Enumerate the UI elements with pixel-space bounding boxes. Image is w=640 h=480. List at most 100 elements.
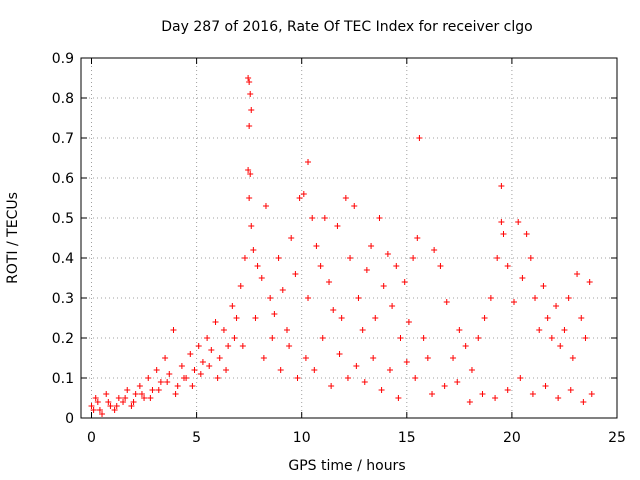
y-axis-label: ROTI / TECUs <box>5 192 21 284</box>
data-point <box>586 279 593 285</box>
data-point <box>164 379 171 385</box>
data-point <box>99 411 106 417</box>
data-point <box>180 375 187 381</box>
data-point <box>347 255 354 261</box>
data-point <box>424 355 431 361</box>
data-point <box>523 231 530 237</box>
data-point <box>494 255 501 261</box>
data-point <box>275 255 282 261</box>
data-point <box>456 327 463 333</box>
data-point <box>355 295 362 301</box>
data-point <box>378 387 385 393</box>
data-point <box>326 279 333 285</box>
data-point <box>292 271 299 277</box>
data-point <box>246 79 253 85</box>
data-point <box>588 391 595 397</box>
data-point <box>321 215 328 221</box>
data-point <box>286 343 293 349</box>
data-point <box>498 219 505 225</box>
data-point <box>115 395 122 401</box>
data-point <box>569 355 576 361</box>
data-point <box>113 403 120 409</box>
data-point <box>443 299 450 305</box>
data-point <box>94 399 101 405</box>
chart-title: Day 287 of 2016, Rate Of TEC Index for r… <box>161 19 532 35</box>
data-point <box>88 403 95 409</box>
data-point <box>492 395 499 401</box>
data-point <box>246 123 253 129</box>
data-point <box>336 351 343 357</box>
data-point <box>519 275 526 281</box>
data-point <box>233 315 240 321</box>
data-point <box>414 235 421 241</box>
data-point <box>288 235 295 241</box>
data-point <box>555 395 562 401</box>
data-point <box>155 387 162 393</box>
x-tick-label: 10 <box>293 430 311 446</box>
x-tick-label: 5 <box>192 430 201 446</box>
data-point <box>260 355 267 361</box>
data-point <box>302 355 309 361</box>
data-point <box>386 367 393 373</box>
data-point <box>96 407 103 413</box>
data-point <box>178 363 185 369</box>
data-point <box>353 363 360 369</box>
data-point <box>206 363 213 369</box>
data-point <box>187 351 194 357</box>
grid-lines <box>81 58 618 418</box>
data-point <box>334 223 341 229</box>
data-point <box>553 303 560 309</box>
data-point <box>517 375 524 381</box>
data-point <box>189 383 196 389</box>
data-point <box>342 195 349 201</box>
data-point <box>372 315 379 321</box>
y-tick-label: 0 <box>65 411 74 427</box>
data-point <box>384 251 391 257</box>
data-point <box>245 167 252 173</box>
data-point <box>410 255 417 261</box>
data-point <box>429 391 436 397</box>
y-tick-label: 0.8 <box>52 91 74 107</box>
data-point <box>578 315 585 321</box>
data-point <box>300 191 307 197</box>
data-point <box>92 395 99 401</box>
x-tick-label: 15 <box>398 430 416 446</box>
data-point <box>500 231 507 237</box>
data-point <box>363 267 370 273</box>
data-point <box>103 391 110 397</box>
data-point <box>466 399 473 405</box>
data-point <box>130 399 137 405</box>
data-point <box>247 91 254 97</box>
data-point <box>128 403 135 409</box>
data-point <box>441 383 448 389</box>
data-point <box>412 375 419 381</box>
data-point <box>212 319 219 325</box>
data-point <box>498 183 505 189</box>
data-point <box>166 371 173 377</box>
data-point <box>582 335 589 341</box>
data-point <box>405 319 412 325</box>
data-point <box>454 379 461 385</box>
data-point <box>527 255 534 261</box>
x-axis-label: GPS time / hours <box>288 458 405 474</box>
data-point <box>132 391 139 397</box>
data-point <box>246 195 253 201</box>
data-point <box>309 215 316 221</box>
data-point <box>248 107 255 113</box>
data-point <box>380 283 387 289</box>
data-point <box>368 243 375 249</box>
data-point <box>450 355 457 361</box>
data-point <box>247 171 254 177</box>
data-point <box>504 263 511 269</box>
data-point <box>431 247 438 253</box>
data-point <box>258 275 265 281</box>
data-point <box>269 335 276 341</box>
data-point <box>580 399 587 405</box>
data-point <box>468 367 475 373</box>
data-point <box>223 367 230 373</box>
data-point <box>311 367 318 373</box>
data-point <box>313 243 320 249</box>
data-point <box>370 355 377 361</box>
data-point <box>401 279 408 285</box>
